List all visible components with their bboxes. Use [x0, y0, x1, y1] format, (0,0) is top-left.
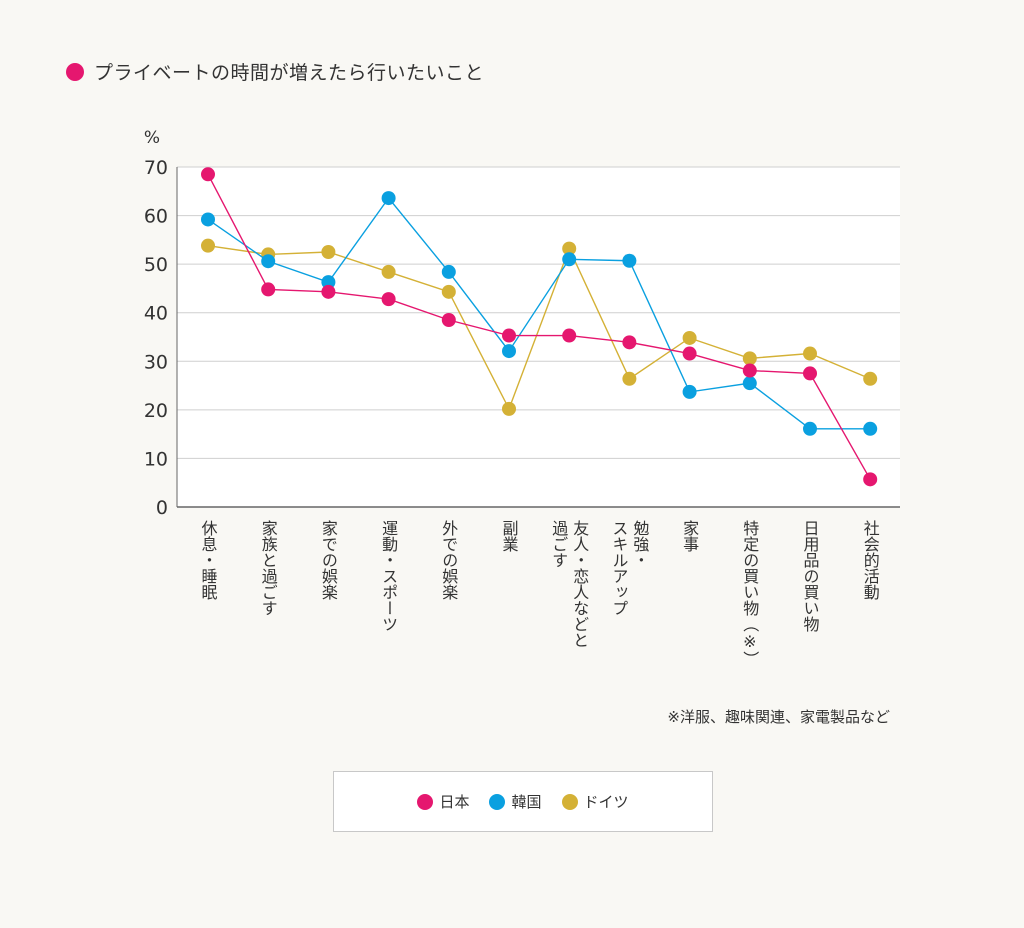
data-point — [441, 284, 456, 299]
legend-marker-korea — [489, 793, 506, 810]
data-point — [863, 472, 878, 487]
y-tick-label: 50 — [144, 254, 168, 276]
legend-label-japan: 日本 — [439, 793, 470, 811]
data-point — [321, 245, 336, 259]
data-point — [502, 401, 516, 416]
data-point — [682, 346, 697, 361]
data-point — [682, 330, 697, 345]
data-point — [622, 371, 637, 386]
legend-label-germany: ドイツ — [583, 793, 629, 811]
data-point — [562, 328, 577, 343]
y-axis-unit-label: % — [144, 128, 160, 148]
data-point — [742, 376, 757, 391]
data-point — [381, 264, 396, 279]
data-point — [201, 212, 215, 227]
y-tick-label: 20 — [144, 400, 168, 422]
data-point — [441, 313, 456, 327]
x-tick-label: 勉強・ — [630, 520, 649, 568]
data-point — [742, 351, 757, 366]
y-tick-label: 10 — [144, 448, 168, 470]
data-point — [381, 292, 396, 307]
data-point — [321, 284, 336, 299]
x-tick-label: 日用品の買い物 — [801, 520, 820, 633]
legend-label-korea: 韓国 — [511, 793, 542, 811]
data-point — [562, 241, 577, 256]
plot-area — [177, 167, 900, 507]
legend-item-japan: 日本 — [417, 791, 469, 812]
data-point — [863, 421, 878, 436]
data-point — [261, 254, 276, 269]
x-tick-label: 副業 — [500, 520, 519, 552]
y-tick-label: 60 — [144, 206, 168, 228]
data-point — [742, 363, 757, 378]
data-point — [502, 344, 516, 359]
data-point — [863, 371, 878, 386]
x-tick-label: 特定の買い物（※） — [740, 520, 759, 667]
x-tick-label: 休息・睡眠 — [199, 520, 218, 601]
data-point — [441, 264, 456, 279]
data-point — [803, 366, 817, 381]
legend-marker-germany — [561, 793, 578, 810]
x-tick-label: 過ごす — [549, 520, 568, 568]
data-point — [622, 253, 637, 268]
x-tick-label: 家での娯楽 — [319, 520, 338, 600]
chart-title: プライベートの時間が増えたら行いたいこと — [66, 58, 484, 85]
line-chart: 0 10 20 30 40 50 60 70% 休息・睡眠 家族と過ごす 家での娯楽 運動・スポーツ 外… — [144, 128, 900, 726]
x-tick-label: 社会的活動 — [861, 520, 880, 601]
y-tick-label: 30 — [144, 351, 168, 373]
series-line-0 — [207, 244, 871, 411]
data-point — [682, 384, 697, 399]
legend-item-germany: ドイツ — [561, 791, 629, 812]
title-bullet-icon — [66, 62, 84, 81]
footnote-annotation: ※洋服、趣味関連、家電製品など — [667, 708, 890, 726]
data-point — [261, 282, 276, 297]
y-tick-label: 40 — [144, 303, 168, 325]
y-tick-label: 70 — [144, 157, 168, 179]
data-point — [562, 252, 577, 267]
series-line-1 — [207, 196, 871, 430]
y-tick-label: 0 — [156, 497, 168, 519]
legend-item-korea: 韓国 — [489, 791, 542, 812]
chart-legend: 日本 韓国 ドイツ — [333, 771, 713, 832]
data-point — [201, 167, 215, 182]
legend-marker-japan — [417, 793, 434, 810]
x-tick-label: 運動・スポーツ — [379, 520, 398, 632]
x-tick-label: 友人・恋人などと — [570, 520, 589, 648]
x-tick-label: スキルアップ — [609, 520, 628, 616]
data-point — [803, 346, 817, 361]
series-line-2 — [207, 173, 871, 480]
data-point — [321, 275, 336, 290]
data-point — [622, 335, 637, 350]
x-tick-label: 家事 — [680, 520, 699, 552]
x-tick-label: 外での娯楽 — [439, 520, 458, 600]
data-point — [502, 328, 516, 343]
chart-title-text: プライベートの時間が増えたら行いたいこと — [94, 62, 485, 84]
x-tick-label: 家族と過ごす — [259, 520, 278, 616]
data-point — [201, 238, 215, 253]
data-point — [803, 421, 817, 436]
data-point — [381, 191, 396, 206]
